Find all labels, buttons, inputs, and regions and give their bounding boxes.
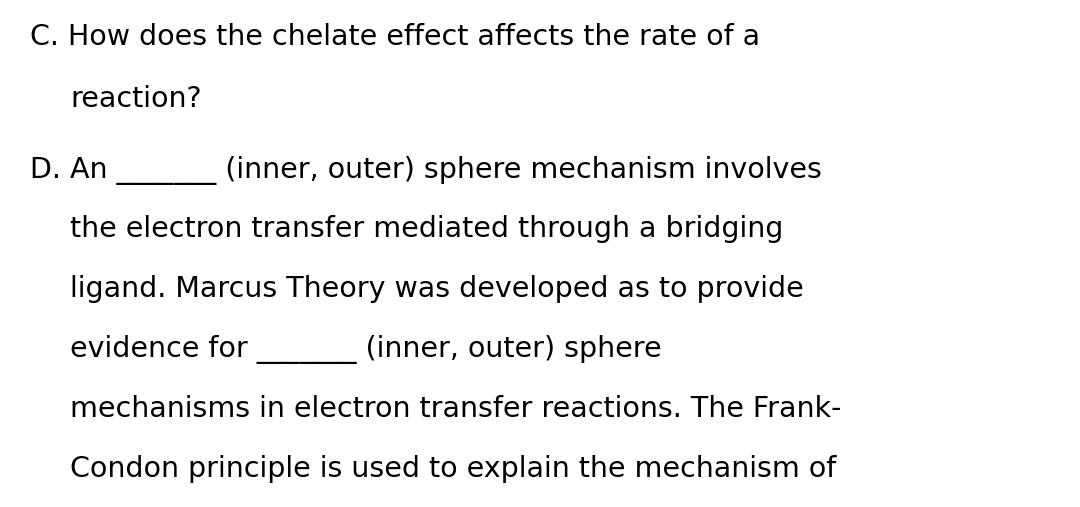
Text: D. An _______ (inner, outer) sphere mechanism involves: D. An _______ (inner, outer) sphere mech… [30,156,822,185]
Text: evidence for _______ (inner, outer) sphere: evidence for _______ (inner, outer) sphe… [70,335,662,364]
Text: the electron transfer mediated through a bridging: the electron transfer mediated through a… [70,215,784,243]
Text: mechanisms in electron transfer reactions. The Frank-: mechanisms in electron transfer reaction… [70,395,841,423]
Text: C. How does the chelate effect affects the rate of a: C. How does the chelate effect affects t… [30,23,760,51]
Text: reaction?: reaction? [70,85,202,113]
Text: ligand. Marcus Theory was developed as to provide: ligand. Marcus Theory was developed as t… [70,275,804,303]
Text: Condon principle is used to explain the mechanism of: Condon principle is used to explain the … [70,455,836,483]
